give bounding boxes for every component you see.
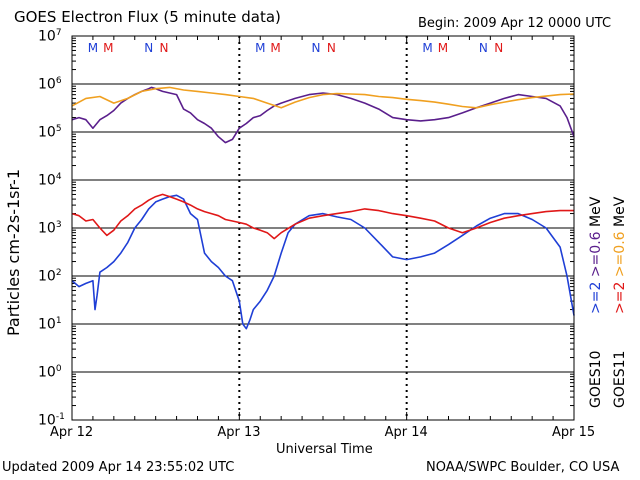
local-time-marker: M bbox=[88, 41, 98, 55]
local-time-marker: N bbox=[327, 41, 336, 55]
local-time-marker: M bbox=[270, 41, 280, 55]
y-tick-label: 10-1 bbox=[38, 412, 65, 429]
local-time-marker: N bbox=[494, 41, 503, 55]
local-time-marker: M bbox=[422, 41, 432, 55]
legend-goes11-high: >=2 bbox=[612, 281, 628, 314]
local-time-marker: M bbox=[438, 41, 448, 55]
local-time-marker: M bbox=[255, 41, 265, 55]
y-tick-label: 100 bbox=[38, 364, 62, 381]
y-axis-label-text: Particles cm-2s-1sr-1 bbox=[4, 168, 23, 336]
chart-title: GOES Electron Flux (5 minute data) bbox=[14, 8, 281, 26]
legend-goes10-unit: MeV bbox=[588, 196, 604, 227]
x-tick-label: Apr 12 bbox=[50, 425, 94, 440]
y-tick-label: 102 bbox=[38, 268, 62, 285]
local-time-marker: N bbox=[144, 41, 153, 55]
series-line-1 bbox=[71, 86, 575, 109]
y-tick-label: 103 bbox=[38, 220, 62, 237]
legend-goes11-unit: MeV bbox=[612, 196, 628, 227]
series-lines bbox=[71, 86, 575, 330]
legend-goes10-low: >=0.6 bbox=[588, 231, 604, 278]
series-line-2 bbox=[71, 194, 575, 330]
local-time-marker: N bbox=[160, 41, 169, 55]
x-tick-label: Apr 14 bbox=[384, 425, 428, 440]
local-time-marker: N bbox=[479, 41, 488, 55]
y-tick-label: 106 bbox=[38, 76, 62, 93]
y-tick-label: 105 bbox=[38, 124, 62, 141]
x-tick-label: Apr 15 bbox=[552, 425, 596, 440]
plot-frame bbox=[71, 35, 575, 421]
updated-timestamp: Updated 2009 Apr 14 23:55:02 UTC bbox=[2, 460, 235, 475]
series-line-0 bbox=[71, 86, 575, 144]
x-axis-label: Universal Time bbox=[276, 442, 373, 457]
begin-time: Begin: 2009 Apr 12 0000 UTC bbox=[418, 16, 612, 31]
local-time-marker: M bbox=[103, 41, 113, 55]
x-tick-label: Apr 13 bbox=[217, 425, 261, 440]
series-line-3 bbox=[71, 193, 574, 240]
y-axis-label: Particles cm-2s-1sr-1 bbox=[4, 169, 23, 336]
y-tick-label: 107 bbox=[38, 28, 62, 45]
legend-goes10-series: >=2 >=0.6 MeV bbox=[588, 197, 604, 314]
y-tick-label: 104 bbox=[38, 172, 62, 189]
legend-goes11-low: >=0.6 bbox=[612, 231, 628, 278]
local-time-marker: N bbox=[312, 41, 321, 55]
legend-goes11-label: GOES11 bbox=[612, 350, 628, 408]
legend-goes11-series: >=2 >=0.6 MeV bbox=[612, 197, 628, 314]
legend-goes10-high: >=2 bbox=[588, 281, 604, 314]
credit-text: NOAA/SWPC Boulder, CO USA bbox=[426, 460, 620, 475]
grid-lines bbox=[72, 36, 574, 420]
y-tick-label: 101 bbox=[38, 316, 62, 333]
legend-goes10-label: GOES10 bbox=[588, 350, 604, 408]
